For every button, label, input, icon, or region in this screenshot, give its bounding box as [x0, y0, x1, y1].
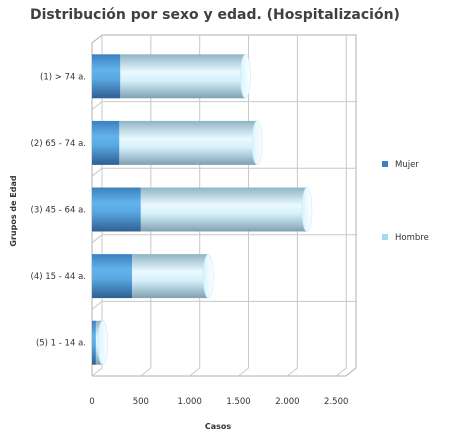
y-tick-labels: (1) > 74 a. (2) 65 - 74 a. (3) 45 - 64 a. (…: [31, 72, 86, 348]
bar-mujer: [92, 120, 120, 165]
legend-label-mujer: Mujer: [395, 160, 419, 170]
bars: [92, 54, 313, 365]
bar-hombre: [140, 187, 307, 232]
grid-floor-tick: [189, 367, 201, 377]
x-tick-label: 1.500: [226, 397, 250, 407]
x-tick-label: 2.000: [275, 397, 299, 407]
grid-floor-tick: [238, 367, 249, 377]
bar-end-cap: [97, 320, 109, 365]
bar-mujer: [92, 320, 96, 365]
category-separator: [91, 101, 103, 110]
grid-floor-tick: [335, 367, 347, 377]
grid-floor-tick: [140, 367, 152, 377]
chart-title: Distribución por sexo y edad. (Hospitali…: [30, 7, 400, 23]
x-tick-label: 1.000: [178, 397, 202, 407]
x-axis-title: Casos: [205, 422, 232, 431]
bar-hombre: [119, 120, 258, 165]
grid-floor-tick: [91, 367, 103, 377]
y-tick-label: (1) > 74 a.: [40, 72, 86, 82]
bar-hombre: [132, 254, 209, 299]
y-tick-label: (3) 45 - 64 a.: [31, 206, 86, 216]
x-tick-label: 500: [133, 397, 149, 407]
frame-floor: [92, 367, 357, 377]
y-tick-label: (5) 1 - 14 a.: [36, 339, 86, 349]
x-tick-labels: 0 500 1.000 1.500 2.000 2.500: [89, 397, 348, 407]
x-tick-label: 2.500: [324, 397, 348, 407]
bar-end-cap: [301, 187, 313, 232]
category-separator: [91, 167, 103, 177]
bar-mujer: [92, 187, 141, 232]
bar-hombre: [120, 54, 246, 99]
bar-end-cap: [240, 54, 251, 99]
bar-mujer: [92, 254, 133, 299]
bar-end-cap: [202, 253, 214, 299]
legend: Mujer Hombre: [382, 160, 429, 243]
y-tick-label: (2) 65 - 74 a.: [31, 139, 86, 149]
category-separator: [91, 234, 103, 244]
y-tick-label: (4) 15 - 44 a.: [31, 272, 86, 282]
legend-label-hombre: Hombre: [395, 233, 429, 243]
legend-swatch-hombre: [382, 234, 388, 240]
y-axis-title: Grupos de Edad: [9, 175, 18, 247]
legend-swatch-mujer: [382, 161, 388, 167]
bar-end-cap: [251, 120, 263, 166]
grid-floor-tick: [287, 367, 298, 377]
x-tick-label: 0: [89, 397, 94, 407]
bar-mujer: [92, 54, 121, 99]
category-separator: [91, 301, 103, 310]
